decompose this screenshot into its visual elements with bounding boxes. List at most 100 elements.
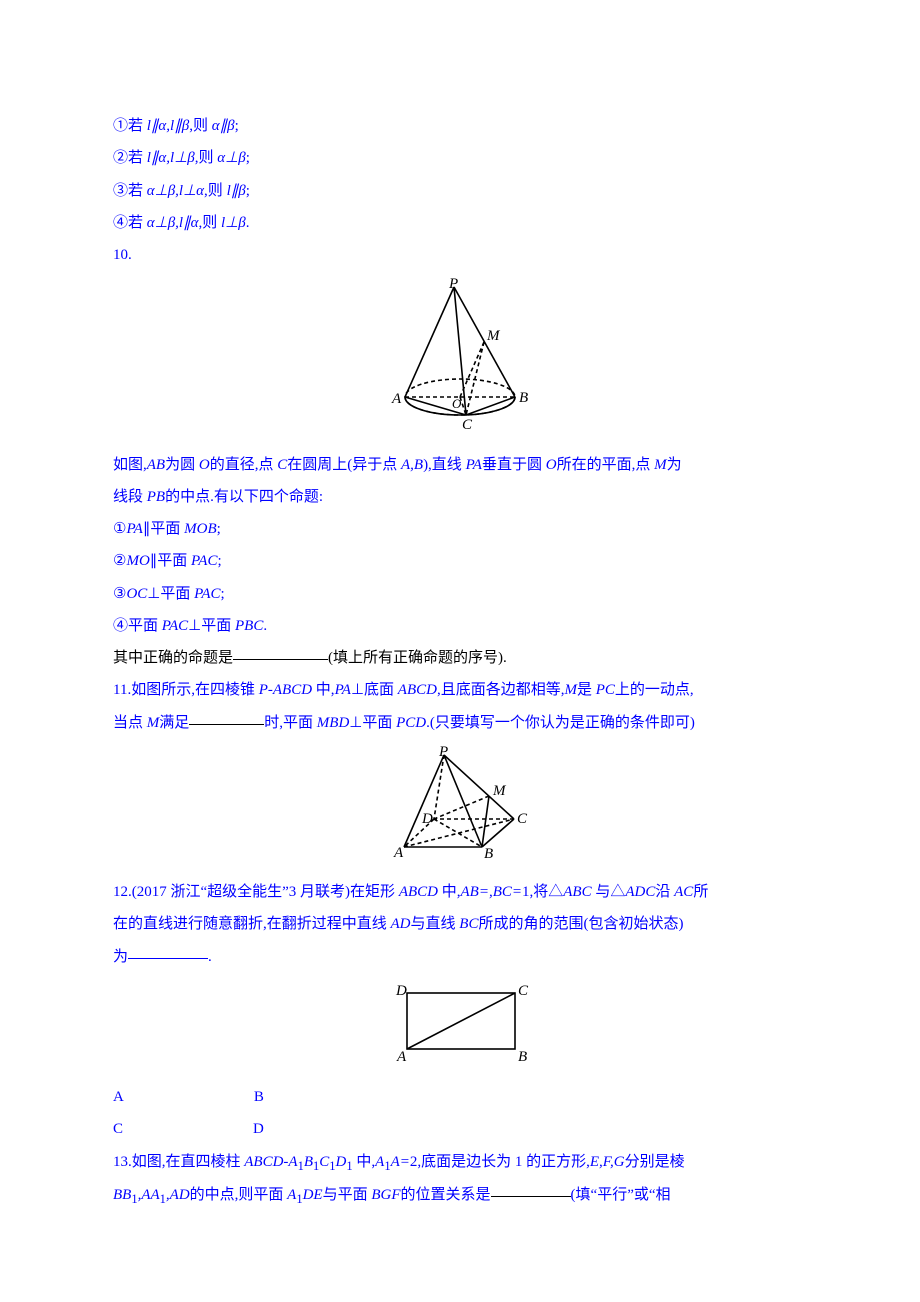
t: 的直径,点 — [210, 457, 278, 473]
lbl: A — [391, 391, 402, 407]
t: AC — [674, 884, 693, 900]
t: MBD — [317, 715, 350, 731]
lbl: M — [492, 783, 507, 799]
t: 在圆周上(异于点 — [287, 457, 401, 473]
t: ; — [221, 586, 225, 602]
t: 中, — [438, 884, 461, 900]
t: M — [564, 682, 577, 698]
option-d: D — [253, 1113, 264, 1145]
t: E,F,G — [590, 1154, 625, 1170]
q10-line1: 如图,AB为圆 O的直径,点 C在圆周上(异于点 A,B),直线 PA垂直于圆 … — [113, 449, 807, 481]
t: OC — [126, 586, 147, 602]
t: C — [319, 1154, 329, 1170]
t: ①若 — [113, 118, 147, 134]
q10-s2: ②MO∥平面 PAC; — [113, 545, 807, 577]
lbl: B — [518, 1049, 527, 1065]
q10-answer: 其中正确的命题是 (填上所有正确命题的序号). — [113, 642, 807, 674]
t: 与平面 — [323, 1187, 372, 1203]
t: 中, — [353, 1154, 376, 1170]
t: . — [246, 215, 250, 231]
t: 的中点.有以下四个命题: — [165, 489, 323, 505]
t: ABCD — [399, 884, 438, 900]
t: l⊥β — [221, 215, 246, 231]
t: B — [304, 1154, 313, 1170]
q10-s3: ③OC⊥平面 PAC; — [113, 578, 807, 610]
t: ,则 — [195, 150, 218, 166]
t: MO — [126, 553, 149, 569]
t: ; — [217, 521, 221, 537]
q11-line2: 当点 M满足时,平面 MBD⊥平面 PCD.(只要填写一个你认为是正确的条件即可… — [113, 707, 807, 739]
stmt-4: ④若 α⊥β,l∥α,则 l⊥β. — [113, 207, 807, 239]
lbl: C — [518, 983, 529, 999]
t: ,则 — [189, 118, 212, 134]
t: BC — [459, 916, 478, 932]
t: ,且底面各边都相等, — [437, 682, 565, 698]
stmt-3: ③若 α⊥β,l⊥α,则 l∥β; — [113, 175, 807, 207]
t: ),直线 — [423, 457, 466, 473]
t: AD — [391, 916, 411, 932]
t: PAC — [162, 618, 188, 634]
stmt-2: ②若 l∥α,l⊥β,则 α⊥β; — [113, 142, 807, 174]
t: O — [199, 457, 210, 473]
t: AB= — [461, 884, 489, 900]
t: PAC — [191, 553, 217, 569]
t: PA — [466, 457, 482, 473]
t: ABC — [563, 884, 591, 900]
lbl: P — [448, 277, 458, 292]
t: l∥α,l∥β — [147, 118, 189, 134]
t: 所在的平面,点 — [557, 457, 655, 473]
t: A — [287, 1187, 296, 1203]
figure-rectangle: D C A B — [113, 979, 807, 1077]
t: M — [654, 457, 667, 473]
t: PB — [147, 489, 165, 505]
q12-number: 12. — [113, 884, 132, 900]
t: ④若 — [113, 215, 147, 231]
t: P-ABCD — [259, 682, 312, 698]
t: (填上所有正确命题的序号). — [328, 650, 507, 666]
t: 是 — [577, 682, 596, 698]
t: A,B — [401, 457, 423, 473]
stmt-1: ①若 l∥α,l∥β,则 α∥β; — [113, 110, 807, 142]
t: ∥平面 — [143, 521, 184, 537]
t: PC — [596, 682, 615, 698]
t: BB — [113, 1187, 131, 1203]
t: 其中正确的命题是 — [113, 650, 233, 666]
t: 沿 — [655, 884, 674, 900]
t: 如图,在直四棱柱 — [132, 1154, 245, 1170]
t: .(只要填写一个你认为是正确的条件即可) — [426, 715, 695, 731]
t: ,AD — [166, 1187, 190, 1203]
t: ⊥平面 — [147, 586, 194, 602]
t: M — [147, 715, 160, 731]
t: 垂直于圆 — [482, 457, 546, 473]
t: 当点 — [113, 715, 147, 731]
option-a: A — [113, 1081, 124, 1113]
t: 与直线 — [411, 916, 460, 932]
t: α⊥β,l⊥α — [147, 183, 204, 199]
t: DE — [303, 1187, 323, 1203]
t: α⊥β,l∥α — [147, 215, 199, 231]
t: ① — [113, 521, 126, 537]
t: ⊥平面 — [349, 715, 396, 731]
t: ∥平面 — [150, 553, 191, 569]
blank — [233, 645, 328, 660]
t: l∥β — [227, 183, 246, 199]
q11-line1: 11.如图所示,在四棱锥 P-ABCD 中,PA⊥底面 ABCD,且底面各边都相… — [113, 674, 807, 706]
t: ; — [246, 183, 250, 199]
t: 2,底面是边长为 1 的正方形, — [410, 1154, 590, 1170]
t: l∥α,l⊥β — [147, 150, 195, 166]
option-c: C — [113, 1113, 123, 1145]
t: ADC — [625, 884, 655, 900]
t: 中, — [312, 682, 335, 698]
t: O — [546, 457, 557, 473]
t: (2017 浙江“超级全能生”3 月联考)在矩形 — [132, 884, 399, 900]
t: PCD — [396, 715, 426, 731]
lbl: C — [462, 417, 473, 432]
t: 的位置关系是 — [401, 1187, 491, 1203]
t: 所 — [693, 884, 708, 900]
t: PAC — [194, 586, 220, 602]
blank — [491, 1182, 571, 1197]
lbl: A — [396, 1049, 407, 1065]
t: D — [336, 1154, 347, 1170]
t: ②若 — [113, 150, 147, 166]
figure-pyramid: P M D C A B — [113, 745, 807, 872]
